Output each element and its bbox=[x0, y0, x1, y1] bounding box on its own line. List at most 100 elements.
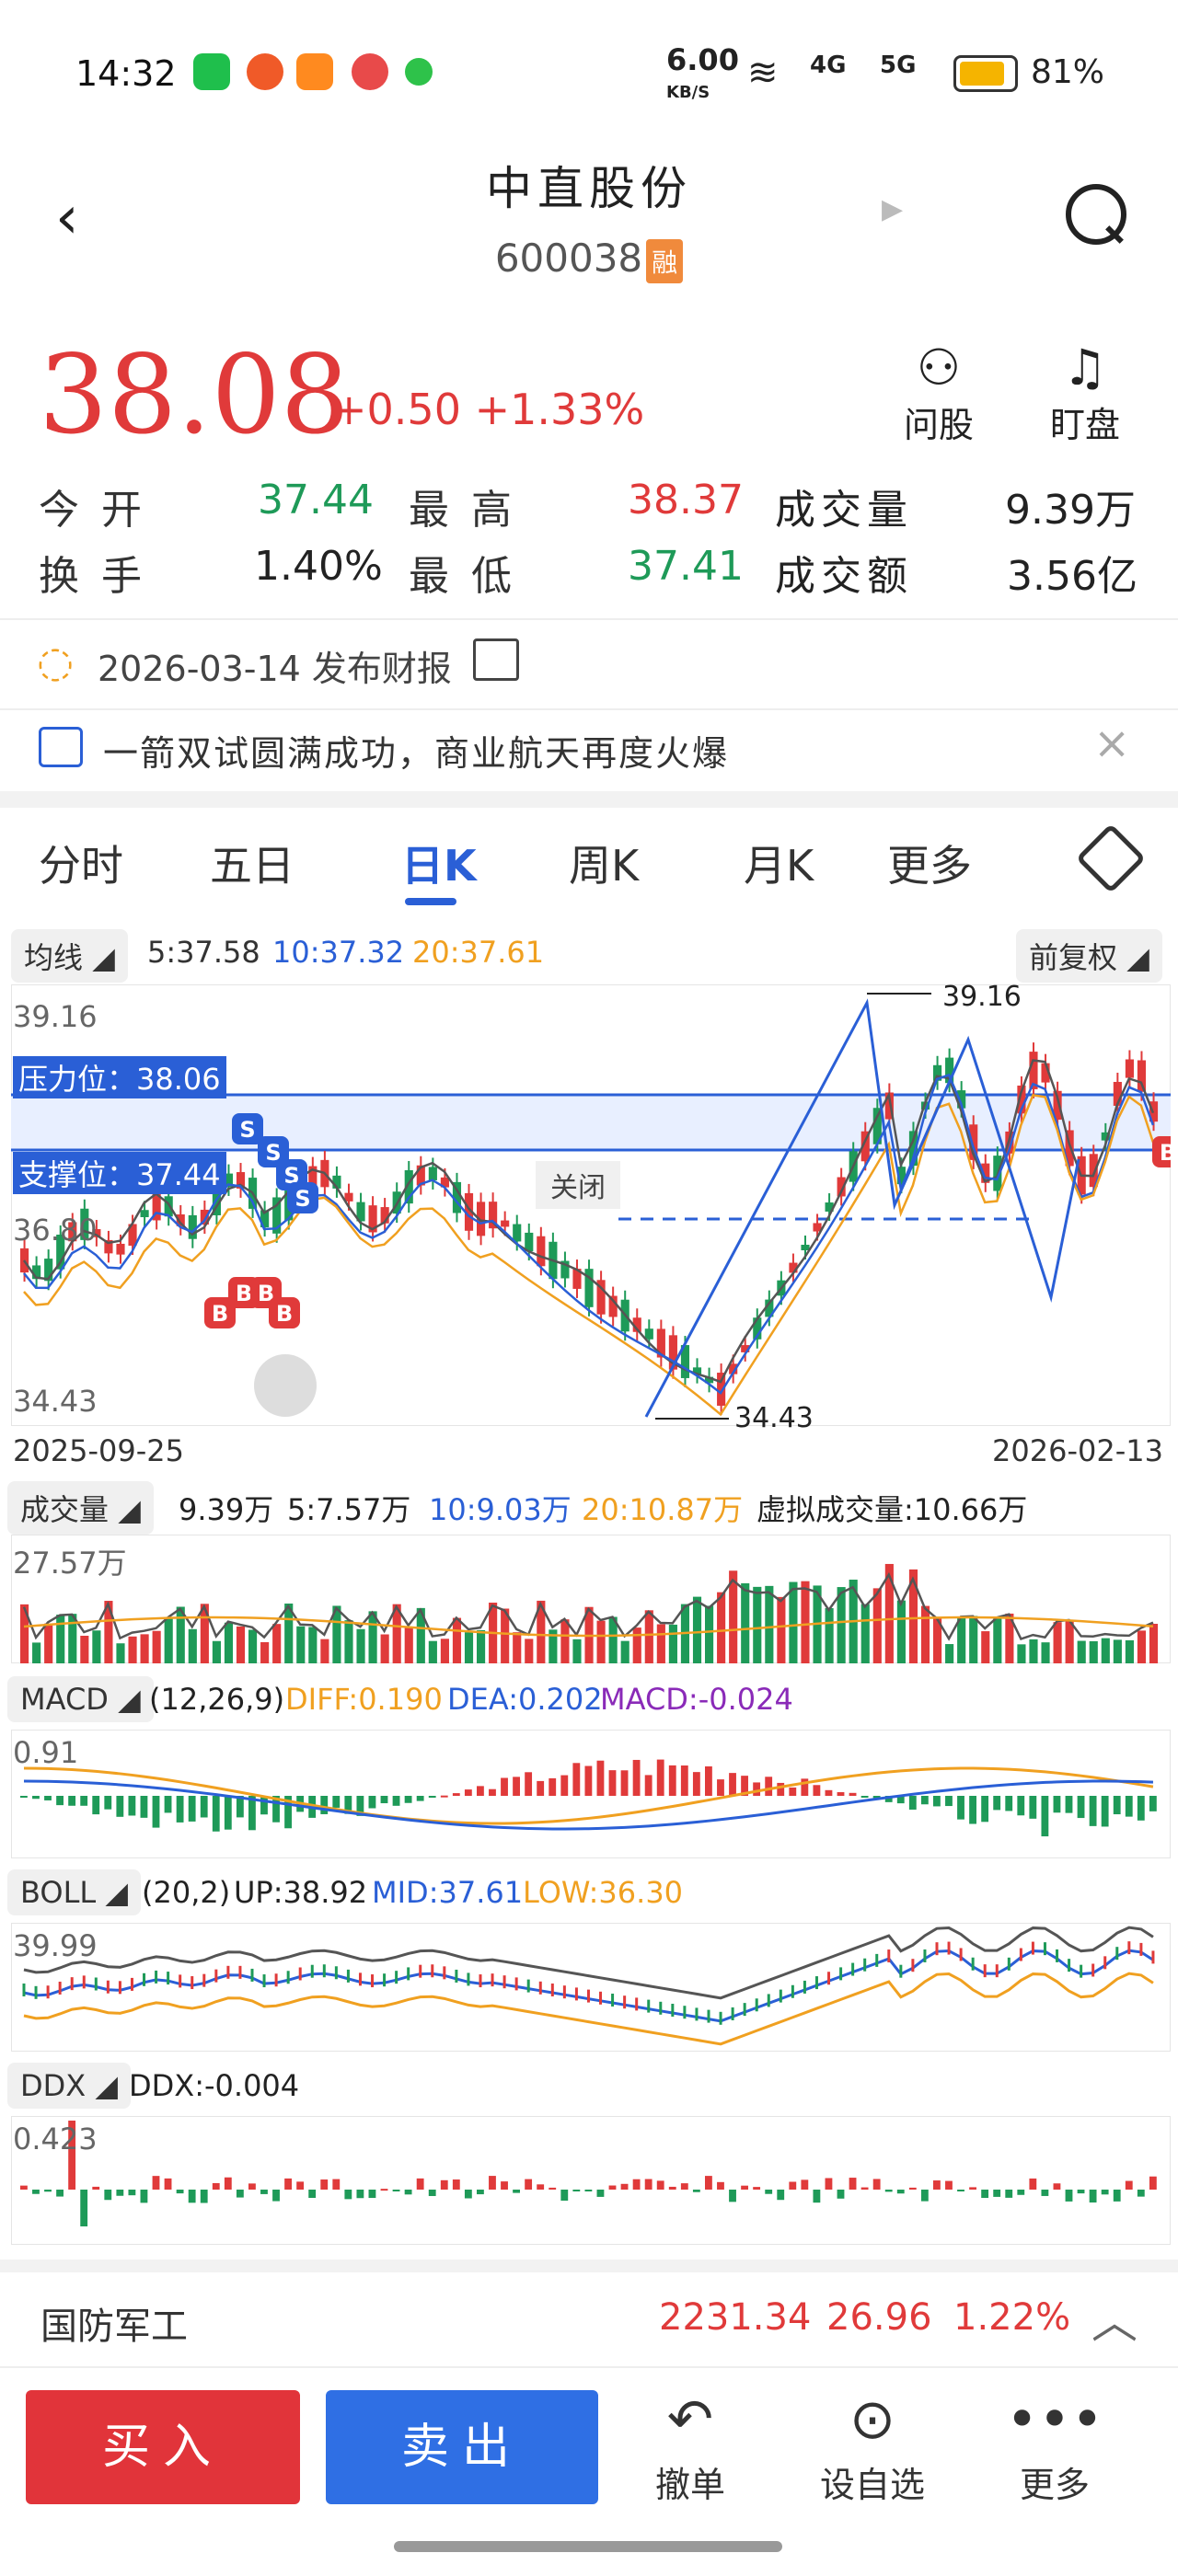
ddx-bar bbox=[717, 2181, 724, 2190]
news-headline[interactable]: 一箭双试圆满成功，商业航天再度火爆 bbox=[103, 733, 730, 774]
tab-5day[interactable]: 五日 bbox=[210, 841, 294, 891]
settings-icon[interactable] bbox=[1075, 822, 1147, 894]
macd-chart[interactable] bbox=[11, 1730, 1171, 1858]
candle bbox=[104, 1239, 113, 1254]
candle bbox=[753, 1317, 762, 1340]
macd-bar bbox=[356, 1796, 364, 1816]
macd-bar bbox=[981, 1796, 989, 1823]
candle bbox=[813, 1223, 822, 1232]
tab-daily-k[interactable]: 日K bbox=[401, 841, 477, 891]
candle bbox=[692, 1367, 702, 1374]
volume-bar bbox=[392, 1604, 401, 1663]
calendar-icon[interactable] bbox=[473, 638, 519, 681]
volume-bar bbox=[1077, 1640, 1086, 1663]
volume-ma10: 10:9.03万 bbox=[429, 1492, 572, 1527]
sell-button[interactable]: 卖出 bbox=[326, 2390, 598, 2504]
ask-stock-button[interactable]: ⚇ 问股 bbox=[893, 339, 985, 447]
close-icon[interactable]: × bbox=[1093, 718, 1131, 769]
macd-bar bbox=[20, 1796, 28, 1798]
ddx-bar bbox=[380, 2189, 388, 2191]
buy-signal[interactable] bbox=[1152, 1136, 1171, 1167]
volume-ma20: 20:10.87万 bbox=[582, 1492, 744, 1527]
next-stock-icon[interactable]: ▶ bbox=[882, 193, 904, 225]
candle bbox=[705, 1376, 714, 1384]
macd-bar bbox=[104, 1796, 112, 1810]
tab-weekly-k[interactable]: 周K bbox=[569, 841, 640, 891]
back-icon[interactable]: ‹ bbox=[55, 184, 79, 252]
support-label[interactable]: 支撑位：37.44 bbox=[13, 1152, 226, 1194]
tab-monthly-k[interactable]: 月K bbox=[744, 841, 814, 891]
ddx-bar bbox=[32, 2190, 40, 2194]
amount-label: 成交额 bbox=[775, 553, 913, 600]
buy-signal[interactable] bbox=[204, 1297, 236, 1328]
volume-bar bbox=[20, 1604, 29, 1663]
macd-bar bbox=[224, 1796, 232, 1830]
more-button[interactable]: ••• 更多 bbox=[990, 2383, 1119, 2507]
boll-chart[interactable] bbox=[11, 1923, 1171, 2052]
ddx-bar bbox=[1017, 2190, 1025, 2195]
macd-bar bbox=[945, 1796, 953, 1807]
ddx-bar bbox=[140, 2190, 148, 2203]
candle bbox=[860, 1131, 870, 1162]
macd-bar bbox=[1101, 1796, 1109, 1827]
volume-selector[interactable]: 成交量 ◢ bbox=[7, 1481, 154, 1535]
ddx-bar bbox=[1089, 2190, 1097, 2203]
macd-bar bbox=[80, 1796, 88, 1806]
candle bbox=[116, 1243, 125, 1255]
macd-bar bbox=[896, 1796, 905, 1804]
draw-tool-icon[interactable] bbox=[254, 1354, 317, 1417]
sector-name[interactable]: 国防军工 bbox=[40, 2306, 188, 2348]
volume-bar bbox=[212, 1640, 221, 1663]
buy-button[interactable]: 买入 bbox=[26, 2390, 300, 2504]
ddx-bar bbox=[212, 2182, 220, 2190]
watch-button[interactable]: ♫ 盯盘 bbox=[1034, 339, 1136, 447]
volume-bar bbox=[656, 1624, 665, 1663]
macd-value: MACD:-0.024 bbox=[600, 1682, 793, 1717]
ddx-bar bbox=[644, 2179, 653, 2190]
report-notice[interactable]: 2026-03-14 发布财报 bbox=[98, 649, 452, 689]
tab-more[interactable]: 更多 bbox=[887, 841, 972, 891]
sell-signal[interactable] bbox=[232, 1113, 263, 1144]
boll-mid: MID:37.61 bbox=[372, 1875, 524, 1910]
buy-signal[interactable] bbox=[269, 1297, 300, 1328]
ddx-chart[interactable] bbox=[11, 2116, 1171, 2245]
resistance-label[interactable]: 压力位：38.06 bbox=[13, 1056, 226, 1098]
volume-bar bbox=[404, 1627, 413, 1663]
more-circle-icon: ⊙ bbox=[849, 2387, 896, 2452]
volume-chart[interactable] bbox=[11, 1535, 1171, 1663]
macd-bar bbox=[1137, 1796, 1145, 1821]
cancel-order-label: 撤单 bbox=[654, 2465, 725, 2505]
macd-bar bbox=[656, 1759, 664, 1796]
ddx-bar bbox=[1077, 2190, 1085, 2194]
macd-bar bbox=[44, 1796, 52, 1800]
adjust-selector[interactable]: 前复权 ◢ bbox=[1016, 929, 1162, 983]
ddx-bar bbox=[428, 2190, 436, 2196]
candle bbox=[332, 1175, 341, 1189]
volume-bar bbox=[428, 1640, 437, 1663]
ddx-bar bbox=[128, 2190, 136, 2196]
search-icon[interactable] bbox=[1066, 184, 1126, 245]
tab-intraday[interactable]: 分时 bbox=[39, 841, 123, 891]
chevron-up-icon[interactable]: ︿ bbox=[1091, 2295, 1138, 2349]
macd-selector[interactable]: MACD ◢ bbox=[7, 1676, 154, 1722]
macd-bar bbox=[1125, 1796, 1133, 1817]
ddx-bar bbox=[320, 2179, 329, 2190]
macd-bar bbox=[176, 1796, 184, 1823]
ddx-bar bbox=[584, 2190, 593, 2191]
cancel-order-button[interactable]: ↶ 撤单 bbox=[626, 2383, 755, 2507]
candle bbox=[560, 1260, 570, 1279]
volume-bar bbox=[644, 1610, 653, 1663]
volume-bar bbox=[981, 1631, 990, 1663]
volume-bar bbox=[1125, 1639, 1134, 1663]
boll-selector[interactable]: BOLL ◢ bbox=[7, 1869, 142, 1915]
ddx-bar bbox=[404, 2190, 412, 2195]
sell-signal[interactable] bbox=[287, 1182, 318, 1213]
ddx-selector[interactable]: DDX ◢ bbox=[7, 2063, 131, 2109]
volume-bar bbox=[933, 1618, 942, 1663]
ma-selector[interactable]: 均线 ◢ bbox=[11, 929, 128, 983]
add-favorite-button[interactable]: ⊙ 设自选 bbox=[808, 2383, 937, 2507]
candle bbox=[404, 1169, 413, 1204]
macd-bar bbox=[993, 1796, 1001, 1811]
close-lines-button[interactable]: 关闭 bbox=[536, 1161, 620, 1209]
